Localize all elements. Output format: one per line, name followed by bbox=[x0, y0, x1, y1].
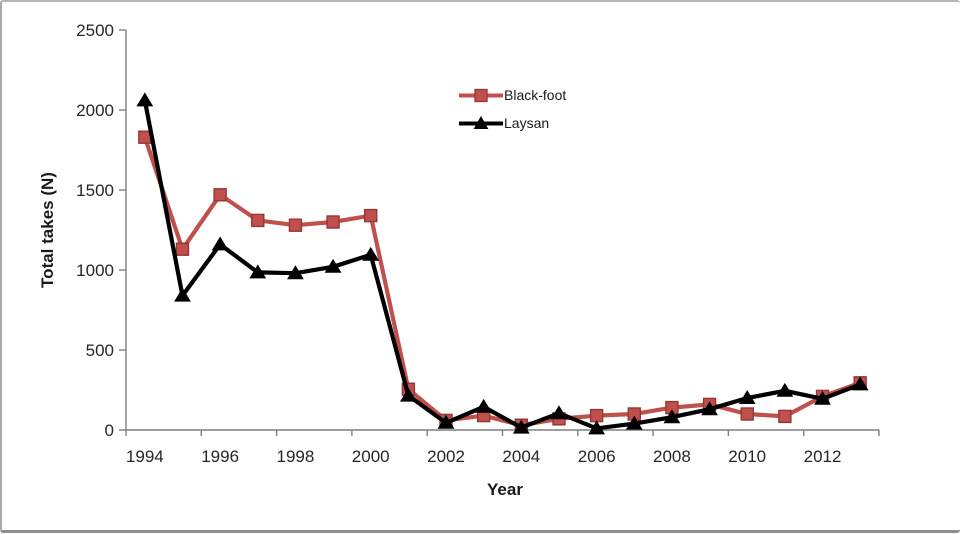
data-point-square bbox=[251, 213, 265, 228]
y-tick-label: 0 bbox=[105, 421, 114, 440]
data-point-triangle bbox=[437, 414, 455, 429]
data-point-triangle bbox=[814, 390, 831, 405]
data-point-triangle bbox=[776, 382, 794, 397]
x-tick-label: 2004 bbox=[502, 447, 540, 466]
x-tick-labels: 1994 1996 1998 2000 2002 2004 2006 2008 2010 2012 bbox=[126, 447, 842, 466]
x-axis-title: Year bbox=[487, 480, 523, 499]
y-tick-label: 2500 bbox=[76, 21, 114, 40]
data-point-square bbox=[213, 188, 227, 202]
x-tick-label: 2010 bbox=[728, 447, 766, 466]
x-tick-label: 2000 bbox=[352, 447, 390, 466]
data-point-triangle bbox=[136, 92, 154, 107]
legend: Black-foot Laysan bbox=[458, 87, 566, 143]
data-point-triangle bbox=[588, 420, 606, 435]
data-point-triangle bbox=[625, 415, 643, 430]
data-point-triangle bbox=[399, 387, 417, 402]
y-tick-label: 2000 bbox=[76, 101, 114, 120]
data-point-triangle bbox=[475, 398, 493, 413]
x-tick-label: 1996 bbox=[201, 447, 239, 466]
x-tick-label: 1998 bbox=[277, 447, 315, 466]
legend-item-laysan: Laysan bbox=[458, 115, 566, 132]
data-point-square bbox=[326, 215, 340, 229]
series-black-foot bbox=[138, 130, 867, 432]
data-point-triangle bbox=[550, 405, 568, 420]
y-tick-label: 1000 bbox=[76, 261, 114, 280]
legend-item-black-foot: Black-foot bbox=[458, 87, 566, 104]
x-tick-label: 1994 bbox=[126, 447, 164, 466]
laysan-line-triangle-icon bbox=[459, 115, 503, 129]
data-point-square bbox=[740, 407, 754, 421]
legend-label-black-foot: Black-foot bbox=[504, 87, 567, 103]
y-tick-labels: 0 500 1000 1500 2000 2500 bbox=[76, 21, 114, 440]
data-point-square bbox=[364, 208, 378, 223]
data-point-triangle bbox=[851, 376, 869, 391]
y-axis-title: Total takes (N) bbox=[38, 172, 57, 288]
data-point-square bbox=[288, 218, 303, 232]
data-point-triangle bbox=[663, 409, 681, 424]
data-point-triangle bbox=[324, 258, 342, 273]
data-point-triangle bbox=[287, 265, 304, 280]
data-point-square bbox=[778, 409, 792, 424]
series-laysan bbox=[136, 92, 869, 435]
y-tick-label: 1500 bbox=[76, 181, 114, 200]
data-point-triangle bbox=[211, 236, 229, 251]
x-tick-label: 2008 bbox=[653, 447, 691, 466]
x-tick-label: 2012 bbox=[804, 447, 842, 466]
data-point-triangle bbox=[174, 287, 191, 302]
data-point-triangle bbox=[701, 401, 718, 416]
axes bbox=[119, 29, 880, 436]
data-point-square bbox=[589, 408, 604, 423]
x-tick-label: 2006 bbox=[578, 447, 616, 466]
data-point-square bbox=[175, 242, 190, 256]
y-tick-label: 500 bbox=[86, 341, 114, 360]
data-point-triangle bbox=[249, 264, 267, 279]
legend-label-laysan: Laysan bbox=[504, 115, 550, 131]
x-tick-label: 2002 bbox=[427, 447, 465, 466]
black-foot-line-square-icon bbox=[459, 88, 503, 103]
data-point-triangle bbox=[512, 419, 530, 434]
data-point-triangle bbox=[738, 390, 756, 404]
data-point-triangle bbox=[362, 246, 380, 261]
